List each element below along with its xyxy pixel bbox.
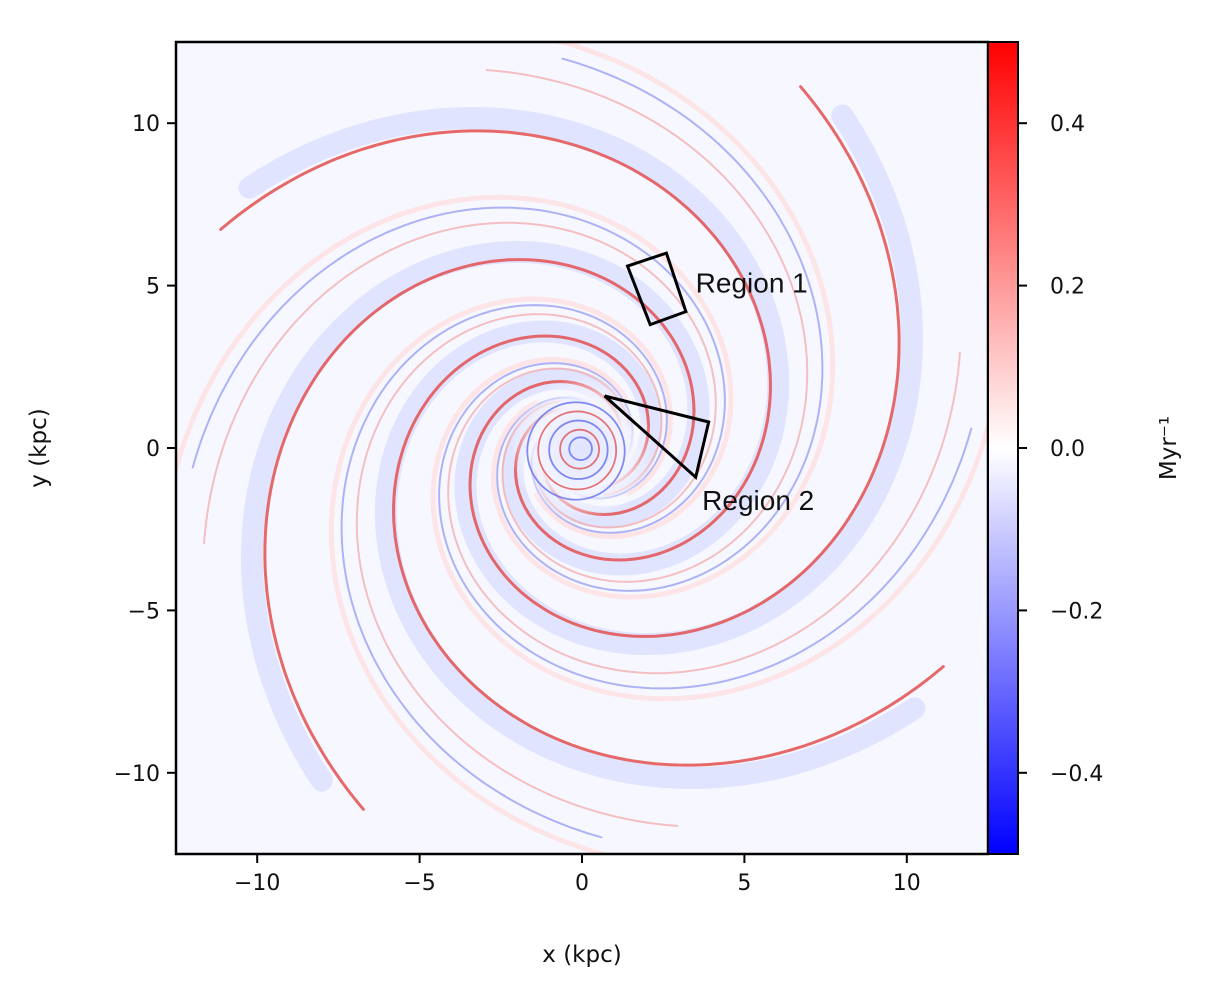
colorbar-label: Myr⁻¹ <box>1156 416 1182 480</box>
y-tick-label: 0 <box>146 437 160 462</box>
spiral-arm-stroke <box>454 104 924 656</box>
y-axis-label: y (kpc) <box>26 408 52 487</box>
x-tick-label: 0 <box>575 871 589 896</box>
region-1-label: Region 1 <box>696 267 808 298</box>
spiral-arm-stroke <box>191 206 726 534</box>
region-annotations: Region 1 Region 2 <box>603 251 814 516</box>
spiral-arm-stroke <box>392 334 945 767</box>
x-tick-label: −5 <box>403 871 435 896</box>
colorbar <box>987 41 1019 855</box>
spiral-arm-stroke <box>355 313 679 827</box>
colorbar-tick-label: −0.4 <box>1050 762 1103 787</box>
galaxy-core-ring <box>537 410 618 491</box>
galaxy-core-ring <box>526 401 626 501</box>
spiral-arm-stroke <box>203 221 717 545</box>
x-axis-label: x (kpc) <box>542 942 621 968</box>
x-axis-ticks: −10 −5 0 5 10 <box>234 854 921 896</box>
region-2-label: Region 2 <box>702 485 814 516</box>
spiral-arm-stroke <box>374 320 926 790</box>
spiral-arm-stroke <box>340 304 668 839</box>
spiral-arm-stroke <box>496 57 824 592</box>
spiral-arm-stroke <box>176 194 734 540</box>
y-tick-label: −10 <box>114 762 160 787</box>
galaxy-core-ring <box>568 436 593 461</box>
galaxy-core-glow <box>510 376 654 520</box>
y-tick-label: 5 <box>146 275 160 300</box>
region-1-outline <box>625 251 688 327</box>
spiral-arm-stroke <box>438 362 973 690</box>
region-2-outline <box>603 394 711 480</box>
spiral-arm-stroke <box>485 69 809 583</box>
heatmap-spiral-arms <box>176 42 988 854</box>
x-tick-label: −10 <box>234 871 280 896</box>
spiral-arm-stroke <box>328 296 674 854</box>
y-tick-label: 10 <box>132 112 160 137</box>
spiral-arm-stroke <box>219 129 772 562</box>
y-axis-ticks: −10 −5 0 5 10 <box>114 112 176 787</box>
spiral-arm-stroke <box>240 240 710 792</box>
y-tick-label: −5 <box>128 599 160 624</box>
spiral-arm-stroke <box>468 85 901 638</box>
galaxy-core-ring <box>548 419 609 480</box>
colorbar-tick-label: 0.4 <box>1050 112 1085 137</box>
x-tick-label: 10 <box>893 871 921 896</box>
spiral-arm-stroke <box>490 42 836 600</box>
spiral-arm-stroke <box>447 351 961 675</box>
x-tick-label: 5 <box>737 871 751 896</box>
galaxy-core-ring <box>559 428 600 470</box>
spiral-arm-stroke <box>263 258 696 811</box>
spiral-arm-stroke <box>430 356 988 702</box>
colorbar-ticks: 0.4 0.2 0.0 −0.2 −0.4 <box>1018 112 1103 787</box>
colorbar-tick-label: 0.0 <box>1050 437 1085 462</box>
colorbar-tick-label: −0.2 <box>1050 599 1103 624</box>
spiral-arm-stroke <box>238 106 790 576</box>
colorbar-tick-label: 0.2 <box>1050 275 1085 300</box>
